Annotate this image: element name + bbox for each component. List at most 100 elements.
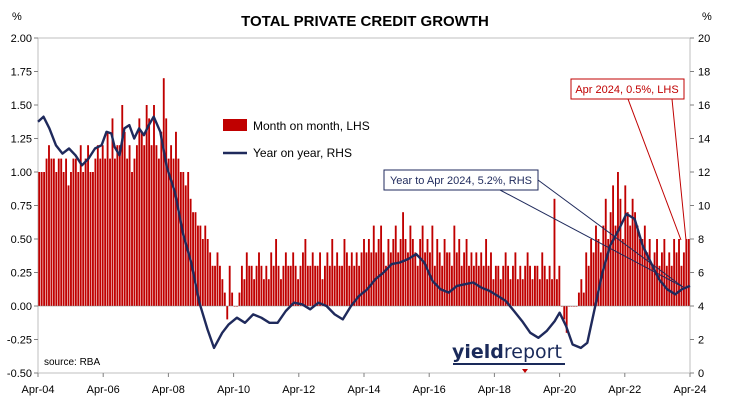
- bar: [258, 252, 260, 306]
- bar: [382, 252, 385, 306]
- bar: [558, 265, 561, 306]
- bar: [450, 265, 453, 306]
- bar: [587, 265, 590, 306]
- bar: [133, 158, 136, 306]
- bar: [643, 225, 646, 306]
- bar: [455, 252, 458, 306]
- bar: [338, 265, 341, 306]
- bar: [389, 252, 392, 306]
- right-axis-unit: %: [702, 11, 712, 23]
- bar: [475, 252, 478, 306]
- annotation-line: Year to Apr 2024, 5.2%, RHS: [383, 169, 684, 288]
- bar: [468, 265, 470, 306]
- bar: [429, 252, 431, 306]
- annotation-line-text: Year to Apr 2024, 5.2%, RHS: [390, 175, 532, 187]
- bar: [52, 158, 55, 306]
- left-tick-label: 0.25: [11, 268, 32, 280]
- bar: [372, 225, 375, 306]
- bar: [424, 252, 426, 306]
- bar: [641, 239, 644, 306]
- right-tick-label: 16: [698, 100, 710, 112]
- bar: [660, 252, 663, 306]
- annotation-line-leader-2: [537, 179, 684, 288]
- bar: [316, 265, 319, 306]
- bar: [96, 145, 99, 306]
- bar: [658, 265, 661, 306]
- bar: [140, 131, 143, 306]
- bar: [206, 239, 209, 306]
- left-tick-label: -0.25: [7, 335, 32, 347]
- right-tick-label: 14: [698, 134, 710, 146]
- bar: [631, 198, 634, 306]
- bar: [404, 239, 407, 306]
- bar: [265, 265, 268, 306]
- bar: [524, 265, 527, 306]
- left-tick-label: 1.00: [11, 167, 32, 179]
- bar: [494, 265, 497, 306]
- bar: [392, 239, 395, 306]
- bar: [319, 252, 321, 306]
- bar: [407, 252, 409, 306]
- bar: [358, 265, 361, 306]
- bar: [555, 279, 558, 306]
- bar: [685, 239, 688, 306]
- bar: [367, 239, 370, 306]
- annotation-bar-box: [570, 78, 685, 100]
- bar: [238, 292, 241, 306]
- bar: [519, 265, 522, 306]
- bar: [262, 279, 265, 306]
- x-tick-label: Apr-06: [87, 384, 120, 396]
- right-tick-label: 10: [698, 201, 710, 213]
- bar: [431, 225, 434, 306]
- bar: [214, 265, 216, 306]
- bar: [553, 198, 556, 306]
- bar: [145, 105, 148, 306]
- bar: [150, 145, 153, 306]
- bar: [595, 225, 597, 306]
- left-axis: 2.00 1.75 1.50 1.25 1.00 0.75 0.50 0.25 0.00 -0.2…: [7, 33, 38, 380]
- bar: [138, 118, 141, 307]
- bar: [172, 158, 175, 306]
- bar: [516, 279, 519, 306]
- bar: [280, 279, 282, 306]
- bar: [597, 239, 600, 306]
- bar: [192, 212, 194, 306]
- bar: [614, 225, 617, 306]
- bar: [621, 239, 624, 306]
- bar: [343, 239, 346, 306]
- bar: [345, 252, 348, 306]
- bar: [306, 265, 309, 306]
- bar: [60, 158, 63, 306]
- bar: [653, 252, 656, 306]
- bar: [194, 212, 197, 306]
- bar: [204, 225, 207, 306]
- bar: [326, 252, 329, 306]
- bar: [673, 239, 676, 306]
- bar: [79, 145, 82, 306]
- bar: [355, 252, 358, 306]
- bar: [458, 239, 461, 306]
- bar: [38, 172, 41, 306]
- line-series-year-on-year: [37, 115, 691, 350]
- bar: [663, 239, 666, 306]
- bar: [275, 239, 278, 306]
- x-tick-label: Apr-20: [543, 384, 576, 396]
- bar: [143, 145, 146, 306]
- bar: [634, 212, 636, 306]
- bar: [226, 306, 229, 320]
- bar: [536, 265, 539, 306]
- bar: [534, 265, 536, 306]
- bar: [363, 239, 365, 306]
- x-tick-label: Apr-14: [347, 384, 380, 396]
- yoy-line: [37, 115, 691, 350]
- bar: [590, 239, 593, 306]
- bar: [538, 279, 541, 306]
- bar: [123, 131, 126, 306]
- bar: [480, 252, 483, 306]
- bar: [211, 265, 214, 306]
- bar: [394, 225, 397, 306]
- annotation-line-leader-1: [499, 189, 684, 288]
- left-tick-label: 1.50: [11, 100, 32, 112]
- bar: [255, 265, 258, 306]
- bar: [55, 172, 58, 306]
